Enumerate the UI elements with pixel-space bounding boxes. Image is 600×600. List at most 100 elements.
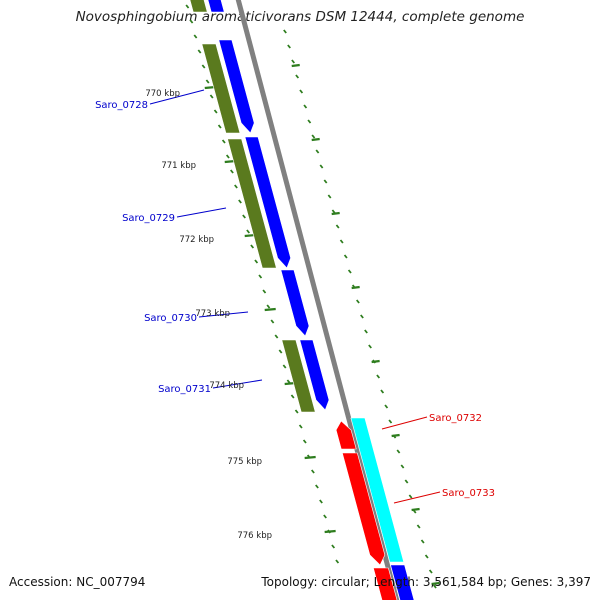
major-tick bbox=[371, 359, 380, 364]
minor-tick bbox=[323, 514, 327, 519]
minor-tick bbox=[217, 124, 222, 129]
forward-cds-saro0728[interactable] bbox=[201, 43, 241, 134]
major-tick bbox=[431, 581, 440, 586]
label-leader bbox=[212, 379, 263, 389]
minor-tick bbox=[335, 224, 340, 229]
reverse-gene-saro0732[interactable] bbox=[335, 420, 357, 450]
minor-tick bbox=[331, 209, 336, 214]
major-tick bbox=[304, 455, 316, 460]
gene-label-saro-0733[interactable]: Saro_0733 bbox=[442, 488, 495, 499]
minor-tick bbox=[315, 484, 319, 489]
major-tick bbox=[391, 433, 400, 438]
major-tick bbox=[291, 63, 300, 68]
forward-gene-prev[interactable] bbox=[207, 0, 225, 13]
kbp-label: 773 kbp bbox=[195, 309, 230, 319]
minor-tick bbox=[250, 244, 255, 249]
kbp-label: 770 kbp bbox=[145, 89, 180, 99]
minor-tick bbox=[303, 104, 308, 109]
forward-gene-next[interactable] bbox=[390, 564, 416, 600]
minor-tick bbox=[424, 554, 429, 559]
minor-tick bbox=[396, 449, 401, 454]
minor-tick bbox=[420, 539, 425, 544]
minor-tick bbox=[295, 74, 300, 79]
minor-tick bbox=[315, 149, 320, 154]
label-leader bbox=[149, 89, 205, 105]
minor-tick bbox=[327, 194, 332, 199]
kbp-label: 775 kbp bbox=[227, 457, 262, 467]
kbp-label: 772 kbp bbox=[179, 235, 214, 245]
forward-cds-saro0731[interactable] bbox=[281, 339, 316, 413]
major-tick bbox=[264, 307, 276, 312]
minor-tick bbox=[229, 169, 234, 174]
gene-label-saro-0729[interactable]: Saro_0729 bbox=[122, 213, 175, 224]
minor-tick bbox=[335, 559, 340, 564]
gene-label-saro-0732[interactable]: Saro_0732 bbox=[429, 413, 482, 424]
minor-tick bbox=[428, 569, 433, 574]
label-leaders bbox=[149, 89, 441, 504]
label-leader bbox=[198, 311, 249, 318]
minor-tick bbox=[189, 19, 194, 24]
minor-tick bbox=[246, 229, 251, 234]
kbp-label: 771 kbp bbox=[161, 161, 196, 171]
minor-tick bbox=[364, 329, 368, 334]
minor-tick bbox=[287, 44, 291, 49]
minor-tick bbox=[323, 179, 328, 184]
minor-tick bbox=[193, 34, 198, 39]
forward-gene-saro0728[interactable] bbox=[218, 39, 255, 134]
minor-tick bbox=[283, 29, 287, 34]
genome-summary-text: Topology: circular; Length: 3,561,584 bp… bbox=[261, 575, 591, 589]
minor-tick bbox=[258, 274, 263, 279]
minor-tick bbox=[294, 409, 299, 414]
minor-tick bbox=[225, 154, 230, 159]
major-tick bbox=[311, 137, 320, 142]
gene-label-saro-0728[interactable]: Saro_0728 bbox=[95, 100, 148, 111]
kbp-label: 774 kbp bbox=[209, 381, 244, 391]
forward-gene-saro0729[interactable] bbox=[244, 136, 291, 269]
minor-tick bbox=[307, 119, 312, 124]
minor-tick bbox=[311, 134, 316, 139]
gene-label-saro-0730[interactable]: Saro_0730 bbox=[144, 313, 197, 324]
label-leader bbox=[176, 207, 227, 218]
minor-tick bbox=[274, 334, 279, 339]
minor-tick bbox=[343, 254, 348, 259]
forward-cds-prev[interactable] bbox=[189, 0, 208, 13]
forward-gene-saro0730[interactable] bbox=[280, 269, 310, 337]
minor-tick bbox=[254, 259, 259, 264]
major-tick bbox=[351, 285, 360, 290]
minor-tick bbox=[238, 199, 242, 204]
gene-labels: Saro_0728 Saro_0729 Saro_0730 Saro_0731 Saro… bbox=[95, 100, 495, 499]
forward-gene-saro0731[interactable] bbox=[299, 339, 330, 411]
minor-tick bbox=[185, 4, 190, 9]
minor-tick bbox=[384, 404, 389, 409]
reverse-gene-saro0733[interactable] bbox=[341, 452, 386, 566]
reverse-gene-next[interactable] bbox=[372, 567, 398, 600]
backbone bbox=[235, 0, 400, 600]
minor-tick bbox=[376, 374, 381, 379]
minor-tick bbox=[201, 64, 206, 69]
ticks-inner bbox=[283, 29, 440, 589]
minor-tick bbox=[400, 464, 405, 469]
minor-tick bbox=[270, 319, 275, 324]
major-tick bbox=[411, 507, 420, 512]
minor-tick bbox=[221, 139, 226, 144]
minor-tick bbox=[302, 439, 307, 444]
label-leader bbox=[381, 416, 428, 430]
reverse-cds-saro0733[interactable] bbox=[350, 417, 405, 563]
minor-tick bbox=[347, 269, 352, 274]
minor-tick bbox=[197, 49, 202, 54]
minor-tick bbox=[408, 494, 413, 499]
minor-tick bbox=[319, 164, 324, 169]
label-leader bbox=[393, 491, 441, 504]
kbp-labels: 770 kbp 771 kbp 772 kbp 773 kbp 774 kbp 775 k… bbox=[145, 89, 272, 541]
features bbox=[189, 0, 416, 600]
minor-tick bbox=[213, 109, 218, 114]
minor-tick bbox=[339, 239, 344, 244]
minor-tick bbox=[299, 89, 304, 94]
minor-tick bbox=[209, 94, 214, 99]
gene-label-saro-0731[interactable]: Saro_0731 bbox=[158, 384, 211, 395]
minor-tick bbox=[355, 299, 360, 304]
minor-tick bbox=[319, 499, 323, 504]
kbp-label: 776 kbp bbox=[237, 531, 272, 541]
forward-cds-saro0729[interactable] bbox=[227, 138, 277, 269]
